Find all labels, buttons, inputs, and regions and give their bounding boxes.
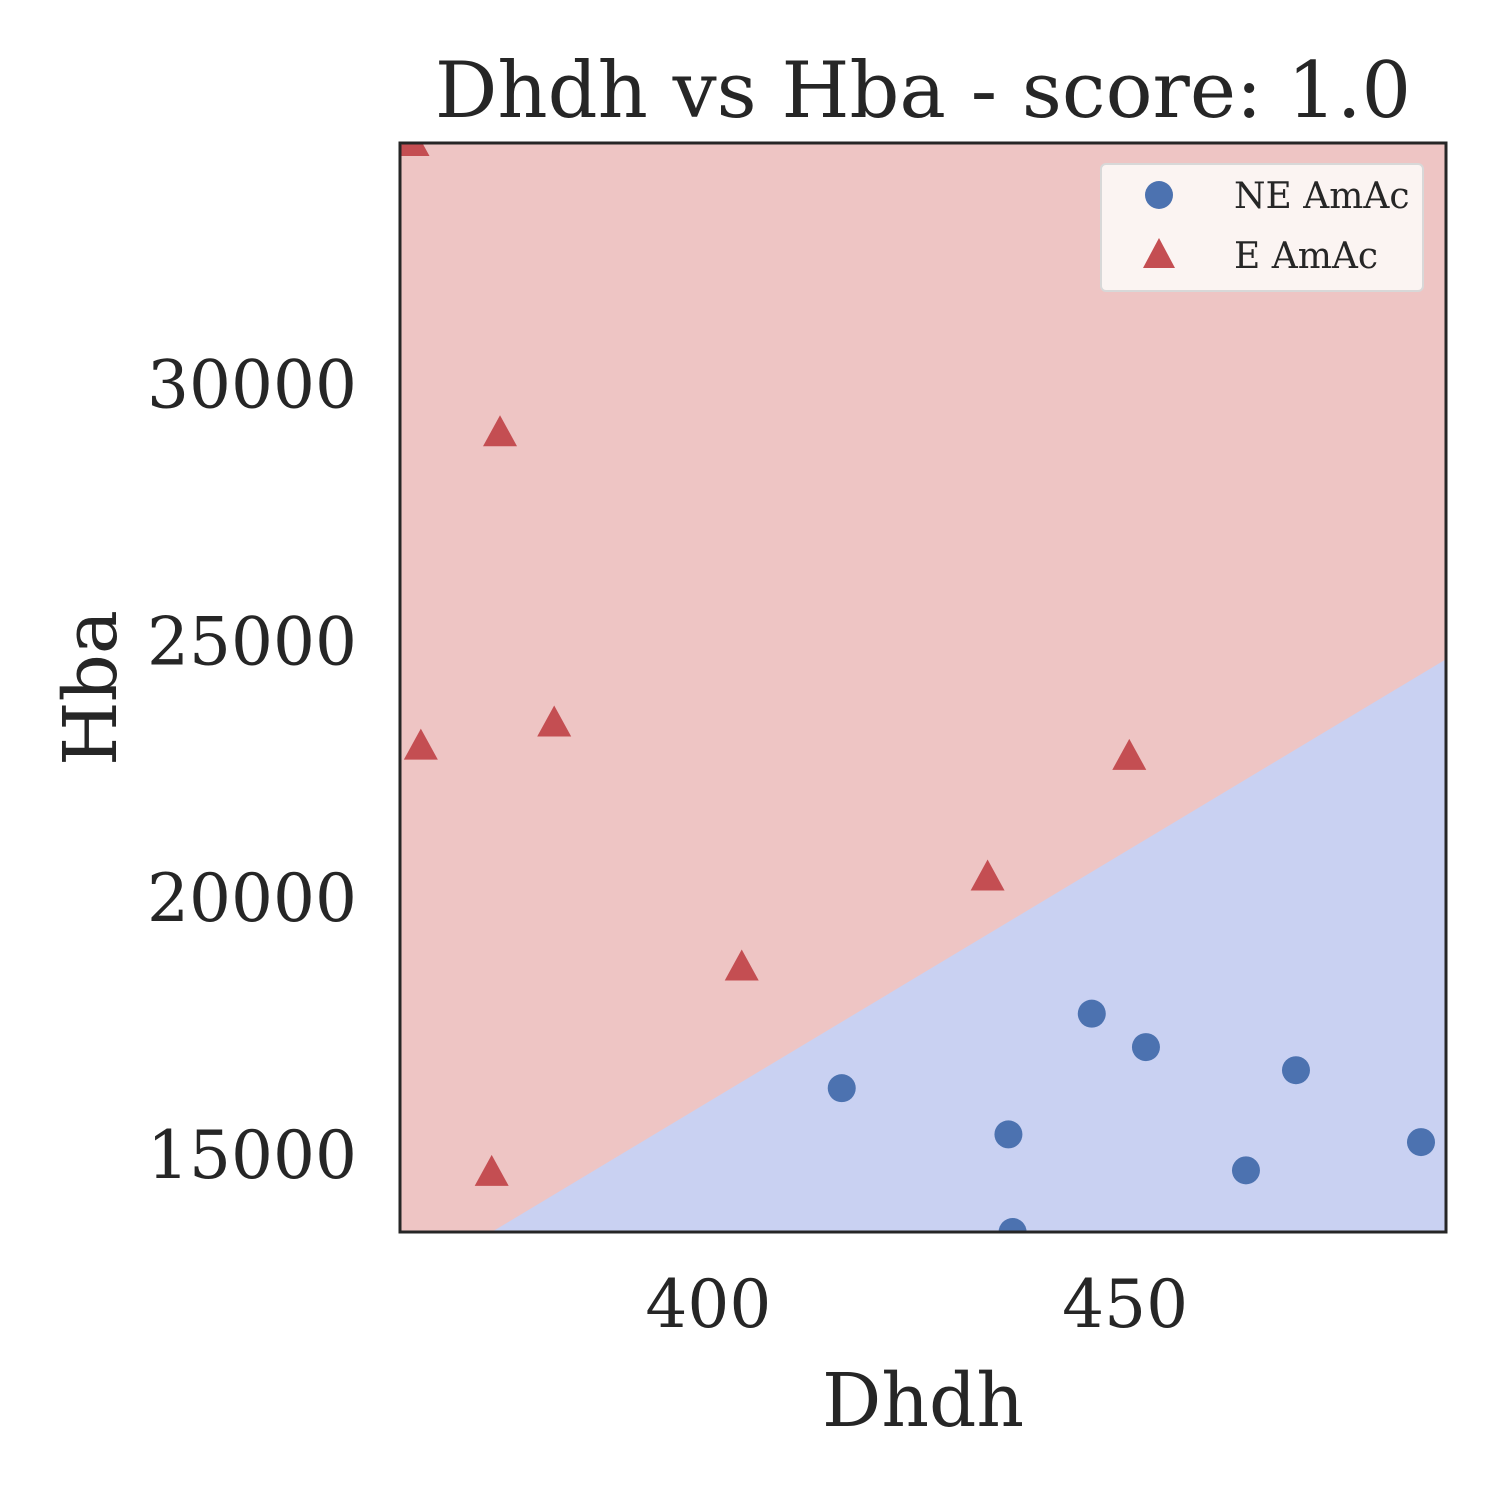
- point-e-amac-5: [970, 859, 1005, 891]
- y-tick-label-15000: 15000: [147, 1117, 357, 1194]
- point-e-amac-3: [403, 728, 438, 760]
- point-e-amac-2: [537, 705, 572, 737]
- x-tick-label-450: 450: [1062, 1266, 1188, 1343]
- legend: NE AmAc E AmAc: [1100, 163, 1424, 292]
- plot-frame: [398, 141, 1448, 1234]
- x-ticks: 400 450: [645, 1266, 1188, 1343]
- decision-regions: [400, 143, 1446, 1232]
- y-tick-label-20000: 20000: [147, 860, 357, 937]
- data-points: [400, 143, 1435, 1232]
- point-e-amac-6: [724, 949, 759, 981]
- point-ne-amac-1: [1077, 999, 1106, 1028]
- region-ne-amac: [491, 659, 1446, 1232]
- legend-marker-e-amac: [1143, 238, 1175, 268]
- y-ticks: 15000 20000 25000 30000: [147, 346, 357, 1194]
- point-e-amac-1: [483, 415, 518, 447]
- point-ne-amac-3: [1281, 1056, 1310, 1085]
- point-ne-amac-7: [998, 1218, 1027, 1232]
- x-tick-label-400: 400: [645, 1266, 771, 1343]
- legend-label-e-amac: E AmAc: [1234, 236, 1378, 277]
- y-tick-label-25000: 25000: [147, 603, 357, 680]
- point-ne-amac-0: [827, 1074, 856, 1103]
- point-ne-amac-5: [1231, 1156, 1260, 1185]
- chart-title: Dhdh vs Hba - score: 1.0: [435, 46, 1411, 136]
- y-tick-label-30000: 30000: [147, 346, 357, 423]
- legend-box: [1100, 163, 1424, 292]
- point-e-amac-0: [400, 143, 430, 156]
- point-ne-amac-6: [1406, 1128, 1435, 1157]
- x-axis-label: Dhdh: [822, 1358, 1024, 1444]
- point-ne-amac-2: [1131, 1033, 1160, 1062]
- y-axis-label: Hba: [48, 610, 134, 766]
- legend-label-ne-amac: NE AmAc: [1234, 176, 1410, 217]
- point-e-amac-4: [1112, 738, 1147, 770]
- point-e-amac-7: [474, 1154, 509, 1186]
- point-ne-amac-4: [994, 1120, 1023, 1149]
- legend-marker-ne-amac: [1145, 181, 1173, 209]
